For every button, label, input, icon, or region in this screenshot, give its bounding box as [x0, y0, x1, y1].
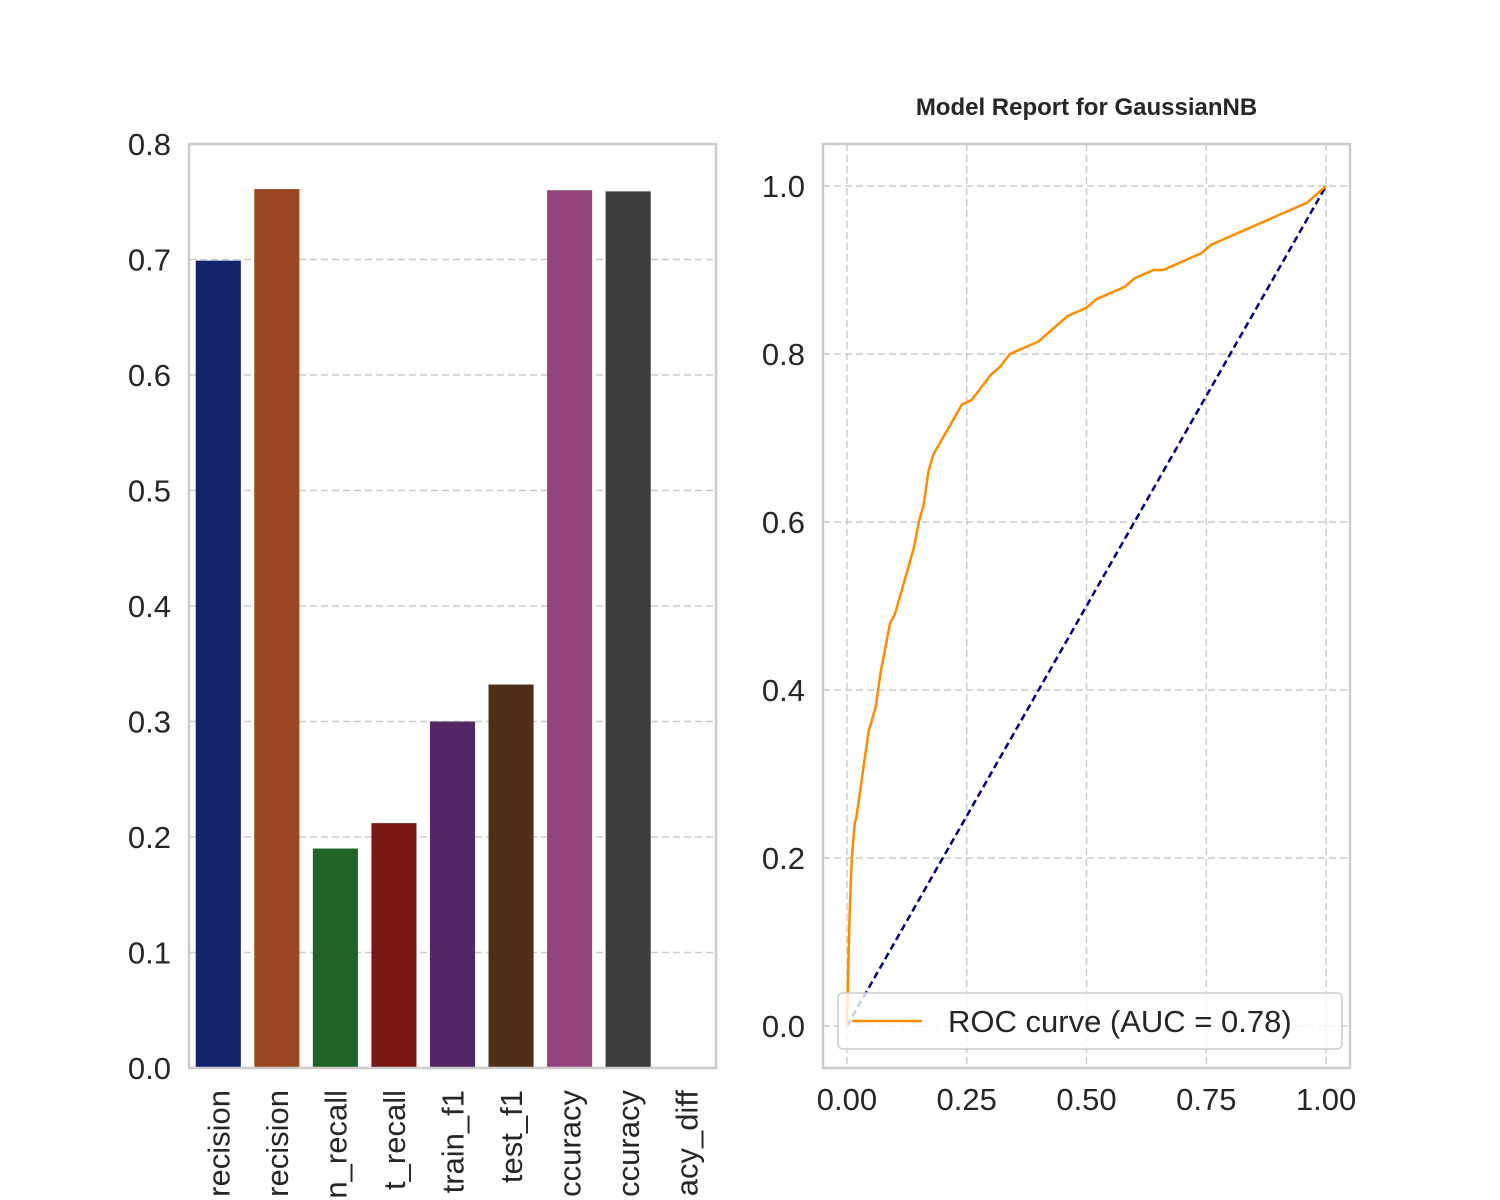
- bar-y-tick-label: 0.6: [128, 358, 171, 393]
- bar-x-tick-label: test_f1: [494, 1090, 529, 1183]
- bar-x-tick-label: recision: [260, 1090, 295, 1197]
- bar-chart-bars: [195, 189, 651, 1069]
- chance-diagonal-line: [845, 185, 1328, 1027]
- bar-chart-panel: 0.00.10.20.30.40.50.60.70.8 recision reci…: [128, 127, 718, 1199]
- roc-y-tick-label: 1.0: [762, 169, 805, 204]
- bar: [312, 848, 358, 1068]
- bar-x-tick-label: n_recall: [318, 1090, 353, 1199]
- roc-chart-x-tick-labels: 0.00 0.25 0.50 0.75 1.00: [817, 1082, 1356, 1117]
- roc-chart-y-tick-labels: 0.0 0.2 0.4 0.6 0.8 1.0: [762, 169, 805, 1044]
- bar-y-tick-label: 0.5: [128, 474, 171, 509]
- bar-x-tick-label: t_recall: [377, 1090, 412, 1190]
- bar-x-tick-label: ccuracy: [611, 1090, 646, 1197]
- roc-chart-legend: ROC curve (AUC = 0.78): [837, 992, 1343, 1050]
- roc-y-tick-label: 0.0: [762, 1009, 805, 1044]
- bar-y-tick-label: 0.2: [128, 820, 171, 855]
- bar-x-tick-label: ccuracy: [553, 1090, 588, 1197]
- roc-x-tick-label: 0.50: [1056, 1082, 1116, 1117]
- bar-x-tick-label: recision: [201, 1090, 236, 1197]
- roc-curve-line: [845, 185, 1327, 1027]
- roc-y-tick-label: 0.6: [762, 505, 805, 540]
- bar-y-tick-label: 0.4: [128, 589, 171, 624]
- roc-y-tick-label: 0.4: [762, 673, 805, 708]
- bar-y-tick-label: 0.8: [128, 127, 171, 162]
- bar-y-tick-label: 0.7: [128, 243, 171, 278]
- bar: [488, 684, 534, 1068]
- bar-x-tick-label: train_f1: [436, 1090, 471, 1193]
- roc-x-tick-label: 0.00: [817, 1082, 877, 1117]
- bar-y-tick-label: 0.3: [128, 705, 171, 740]
- bar-x-tick-label: acy_diff: [670, 1090, 705, 1197]
- roc-x-tick-label: 1.00: [1296, 1082, 1356, 1117]
- roc-y-tick-label: 0.8: [762, 337, 805, 372]
- bar-y-tick-label: 0.1: [128, 936, 171, 971]
- roc-chart-panel: Model Report for GaussianNB 0.0 0.2 0.4 0.6…: [762, 94, 1356, 1117]
- bar-chart-frame: [187, 142, 718, 1070]
- roc-x-tick-label: 0.25: [937, 1082, 997, 1117]
- roc-y-tick-label: 0.2: [762, 841, 805, 876]
- bar: [605, 191, 651, 1069]
- roc-chart-title: Model Report for GaussianNB: [916, 94, 1257, 121]
- bar: [371, 823, 417, 1068]
- roc-x-tick-label: 0.75: [1176, 1082, 1236, 1117]
- roc-chart-gridlines: [823, 144, 1350, 1068]
- bar: [547, 190, 593, 1068]
- bar-y-tick-label: 0.0: [128, 1051, 171, 1086]
- legend-box: [837, 992, 1343, 1050]
- legend-label: ROC curve (AUC = 0.78): [948, 1004, 1292, 1039]
- bar: [254, 189, 300, 1069]
- roc-chart-lines: [845, 185, 1328, 1027]
- roc-chart-frame: [821, 142, 1352, 1070]
- bar-chart-x-tick-labels: recision recision n_recall t_recall train_f1…: [201, 1090, 704, 1199]
- bar-chart-y-tick-labels: 0.0 0.1 0.2 0.3 0.4 0.5 0.6 0.7 0.8: [128, 127, 171, 1086]
- bar: [195, 260, 241, 1068]
- bar: [429, 721, 476, 1068]
